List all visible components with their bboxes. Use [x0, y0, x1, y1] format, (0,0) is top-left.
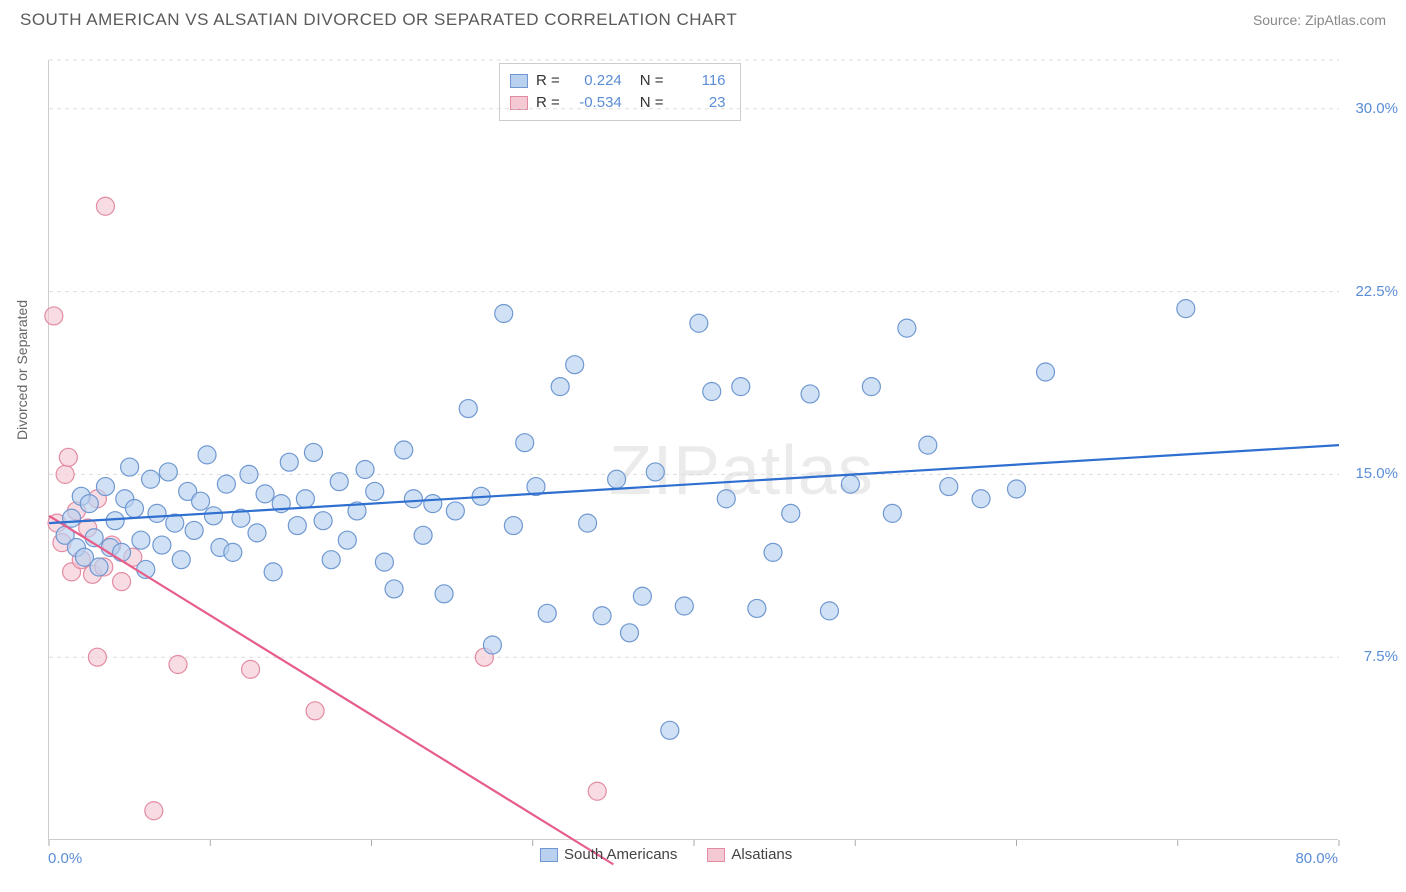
- y-tick-label: 22.5%: [1343, 283, 1398, 300]
- legend-item-blue: South Americans: [540, 846, 677, 863]
- y-tick-label: 7.5%: [1343, 648, 1398, 665]
- y-tick-label: 30.0%: [1343, 100, 1398, 117]
- chart-plot-area: ZIPatlas R = 0.224 N = 116 R = -0.534 N …: [48, 60, 1338, 840]
- scatter-plot-svg: [49, 60, 1338, 839]
- swatch-pink-icon: [707, 848, 725, 862]
- x-max-label: 80.0%: [1295, 850, 1338, 867]
- legend-label-pink: Alsatians: [731, 846, 792, 863]
- chart-title: SOUTH AMERICAN VS ALSATIAN DIVORCED OR S…: [20, 10, 737, 30]
- y-axis-label: Divorced or Separated: [14, 300, 30, 440]
- series-legend: South Americans Alsatians: [540, 846, 792, 863]
- swatch-blue-icon: [540, 848, 558, 862]
- legend-item-pink: Alsatians: [707, 846, 792, 863]
- legend-label-blue: South Americans: [564, 846, 677, 863]
- source-label: Source: ZipAtlas.com: [1253, 12, 1386, 28]
- y-tick-label: 15.0%: [1343, 465, 1398, 482]
- x-origin-label: 0.0%: [48, 850, 82, 867]
